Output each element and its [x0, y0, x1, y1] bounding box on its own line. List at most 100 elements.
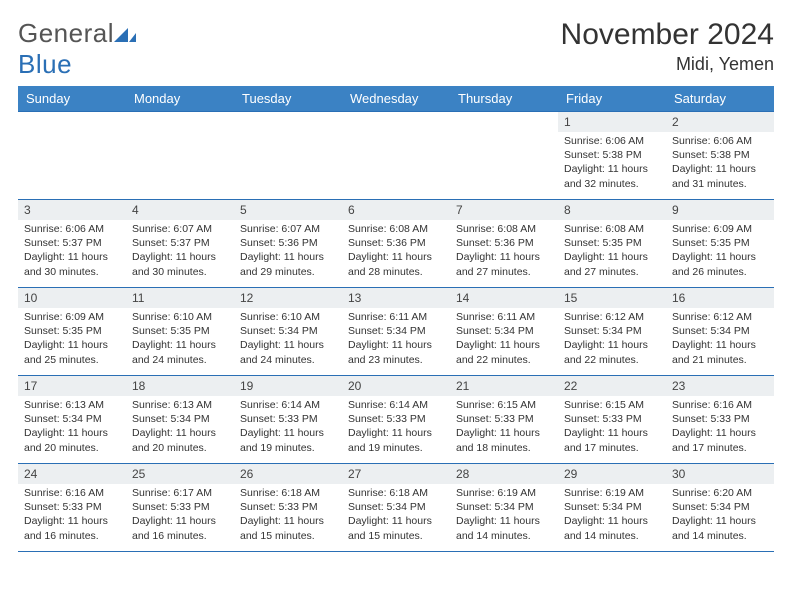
calendar-day-cell: 7Sunrise: 6:08 AMSunset: 5:36 PMDaylight…: [450, 200, 558, 288]
day-details: Sunrise: 6:12 AMSunset: 5:34 PMDaylight:…: [558, 308, 666, 371]
calendar-day-cell: 18Sunrise: 6:13 AMSunset: 5:34 PMDayligh…: [126, 376, 234, 464]
sunrise-text: Sunrise: 6:11 AM: [456, 310, 552, 324]
sunrise-text: Sunrise: 6:06 AM: [24, 222, 120, 236]
day-details: Sunrise: 6:16 AMSunset: 5:33 PMDaylight:…: [18, 484, 126, 547]
day-number: 7: [450, 200, 558, 220]
sunset-text: Sunset: 5:36 PM: [456, 236, 552, 250]
sunset-text: Sunset: 5:35 PM: [24, 324, 120, 338]
brand-word2: Blue: [18, 49, 72, 79]
day-number: 10: [18, 288, 126, 308]
calendar-day-cell: 30Sunrise: 6:20 AMSunset: 5:34 PMDayligh…: [666, 464, 774, 552]
day-header: Monday: [126, 86, 234, 112]
sunset-text: Sunset: 5:33 PM: [240, 412, 336, 426]
calendar-day-cell: 26Sunrise: 6:18 AMSunset: 5:33 PMDayligh…: [234, 464, 342, 552]
sunset-text: Sunset: 5:38 PM: [564, 148, 660, 162]
sunrise-text: Sunrise: 6:13 AM: [24, 398, 120, 412]
day-details: Sunrise: 6:15 AMSunset: 5:33 PMDaylight:…: [450, 396, 558, 459]
day-details: Sunrise: 6:09 AMSunset: 5:35 PMDaylight:…: [666, 220, 774, 283]
daylight-text: Daylight: 11 hours and 30 minutes.: [132, 250, 228, 278]
sunset-text: Sunset: 5:33 PM: [672, 412, 768, 426]
daylight-text: Daylight: 11 hours and 30 minutes.: [24, 250, 120, 278]
sunset-text: Sunset: 5:35 PM: [132, 324, 228, 338]
day-number: 27: [342, 464, 450, 484]
daylight-text: Daylight: 11 hours and 23 minutes.: [348, 338, 444, 366]
day-number: 14: [450, 288, 558, 308]
day-header: Saturday: [666, 86, 774, 112]
calendar-day-cell: 4Sunrise: 6:07 AMSunset: 5:37 PMDaylight…: [126, 200, 234, 288]
daylight-text: Daylight: 11 hours and 26 minutes.: [672, 250, 768, 278]
calendar-day-cell: 12Sunrise: 6:10 AMSunset: 5:34 PMDayligh…: [234, 288, 342, 376]
day-number: 17: [18, 376, 126, 396]
sunset-text: Sunset: 5:34 PM: [240, 324, 336, 338]
sunrise-text: Sunrise: 6:18 AM: [240, 486, 336, 500]
sunrise-text: Sunrise: 6:06 AM: [564, 134, 660, 148]
sunset-text: Sunset: 5:33 PM: [564, 412, 660, 426]
calendar-day-cell: 2Sunrise: 6:06 AMSunset: 5:38 PMDaylight…: [666, 112, 774, 200]
calendar-day-cell: 16Sunrise: 6:12 AMSunset: 5:34 PMDayligh…: [666, 288, 774, 376]
day-number: 16: [666, 288, 774, 308]
brand-text: General Blue: [18, 18, 136, 80]
calendar-day-cell: 22Sunrise: 6:15 AMSunset: 5:33 PMDayligh…: [558, 376, 666, 464]
day-number: 24: [18, 464, 126, 484]
day-details: Sunrise: 6:10 AMSunset: 5:35 PMDaylight:…: [126, 308, 234, 371]
sunrise-text: Sunrise: 6:14 AM: [240, 398, 336, 412]
day-number: 2: [666, 112, 774, 132]
day-number: 29: [558, 464, 666, 484]
sunset-text: Sunset: 5:35 PM: [564, 236, 660, 250]
sunrise-text: Sunrise: 6:08 AM: [564, 222, 660, 236]
day-header: Tuesday: [234, 86, 342, 112]
calendar-body: 1Sunrise: 6:06 AMSunset: 5:38 PMDaylight…: [18, 112, 774, 552]
day-details: Sunrise: 6:12 AMSunset: 5:34 PMDaylight:…: [666, 308, 774, 371]
day-number: 1: [558, 112, 666, 132]
sunset-text: Sunset: 5:34 PM: [564, 500, 660, 514]
sunset-text: Sunset: 5:35 PM: [672, 236, 768, 250]
calendar-day-cell: 10Sunrise: 6:09 AMSunset: 5:35 PMDayligh…: [18, 288, 126, 376]
location-label: Midi, Yemen: [561, 54, 774, 75]
calendar-day-cell: 27Sunrise: 6:18 AMSunset: 5:34 PMDayligh…: [342, 464, 450, 552]
sunrise-text: Sunrise: 6:15 AM: [456, 398, 552, 412]
calendar-day-cell: 15Sunrise: 6:12 AMSunset: 5:34 PMDayligh…: [558, 288, 666, 376]
sunset-text: Sunset: 5:34 PM: [24, 412, 120, 426]
daylight-text: Daylight: 11 hours and 25 minutes.: [24, 338, 120, 366]
sunset-text: Sunset: 5:34 PM: [348, 324, 444, 338]
calendar-day-cell: 20Sunrise: 6:14 AMSunset: 5:33 PMDayligh…: [342, 376, 450, 464]
sunset-text: Sunset: 5:36 PM: [348, 236, 444, 250]
daylight-text: Daylight: 11 hours and 24 minutes.: [132, 338, 228, 366]
sunset-text: Sunset: 5:34 PM: [456, 324, 552, 338]
sunrise-text: Sunrise: 6:06 AM: [672, 134, 768, 148]
calendar-day-cell: 28Sunrise: 6:19 AMSunset: 5:34 PMDayligh…: [450, 464, 558, 552]
day-details: Sunrise: 6:06 AMSunset: 5:37 PMDaylight:…: [18, 220, 126, 283]
day-header: Wednesday: [342, 86, 450, 112]
sunset-text: Sunset: 5:33 PM: [348, 412, 444, 426]
calendar-header-row: SundayMondayTuesdayWednesdayThursdayFrid…: [18, 86, 774, 112]
day-header: Sunday: [18, 86, 126, 112]
sunrise-text: Sunrise: 6:12 AM: [564, 310, 660, 324]
day-number: 22: [558, 376, 666, 396]
daylight-text: Daylight: 11 hours and 22 minutes.: [564, 338, 660, 366]
calendar-empty-cell: [126, 112, 234, 200]
daylight-text: Daylight: 11 hours and 20 minutes.: [24, 426, 120, 454]
sunset-text: Sunset: 5:37 PM: [132, 236, 228, 250]
daylight-text: Daylight: 11 hours and 20 minutes.: [132, 426, 228, 454]
day-number: 21: [450, 376, 558, 396]
calendar-day-cell: 11Sunrise: 6:10 AMSunset: 5:35 PMDayligh…: [126, 288, 234, 376]
day-details: Sunrise: 6:06 AMSunset: 5:38 PMDaylight:…: [558, 132, 666, 195]
day-number: 19: [234, 376, 342, 396]
calendar-day-cell: 17 Sunrise: 6:13 AMSunset: 5:34 PMDayligh…: [18, 376, 126, 464]
calendar-day-cell: 19Sunrise: 6:14 AMSunset: 5:33 PMDayligh…: [234, 376, 342, 464]
calendar-week-row: 10Sunrise: 6:09 AMSunset: 5:35 PMDayligh…: [18, 288, 774, 376]
day-details: Sunrise: 6:07 AMSunset: 5:36 PMDaylight:…: [234, 220, 342, 283]
sunrise-text: Sunrise: 6:07 AM: [240, 222, 336, 236]
sunrise-text: Sunrise: 6:10 AM: [240, 310, 336, 324]
day-details: Sunrise: 6:08 AMSunset: 5:36 PMDaylight:…: [450, 220, 558, 283]
sunrise-text: Sunrise: 6:17 AM: [132, 486, 228, 500]
sunset-text: Sunset: 5:34 PM: [564, 324, 660, 338]
sunrise-text: Sunrise: 6:16 AM: [24, 486, 120, 500]
sunrise-text: Sunrise: 6:20 AM: [672, 486, 768, 500]
sunrise-text: Sunrise: 6:18 AM: [348, 486, 444, 500]
day-details: Sunrise: 6:13 AMSunset: 5:34 PMDaylight:…: [126, 396, 234, 459]
sunset-text: Sunset: 5:34 PM: [672, 324, 768, 338]
daylight-text: Daylight: 11 hours and 17 minutes.: [672, 426, 768, 454]
calendar-day-cell: 13Sunrise: 6:11 AMSunset: 5:34 PMDayligh…: [342, 288, 450, 376]
day-details: Sunrise: 6:08 AMSunset: 5:35 PMDaylight:…: [558, 220, 666, 283]
